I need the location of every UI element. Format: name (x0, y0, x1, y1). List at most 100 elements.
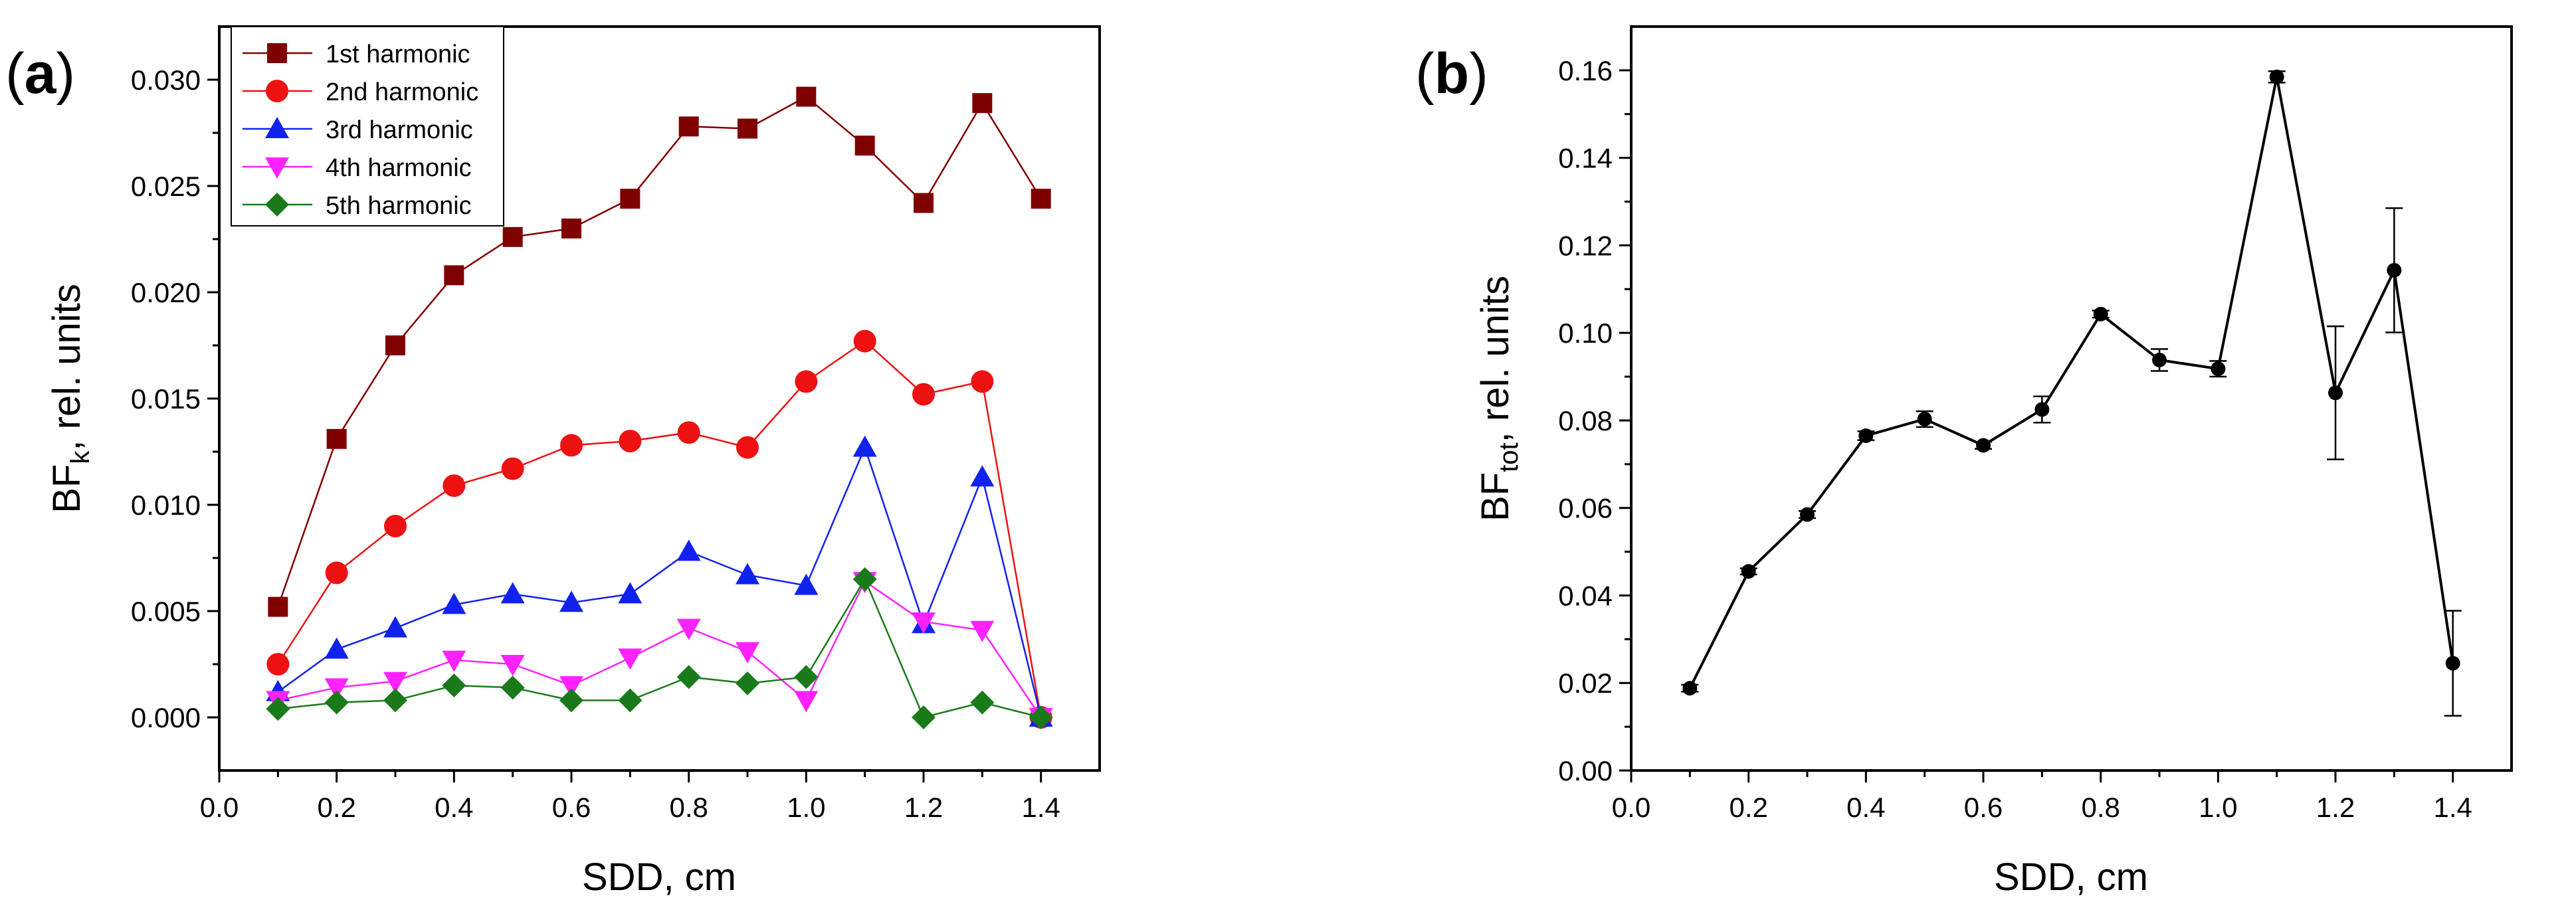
panel-b-y-tick-label: 0.14 (1558, 143, 1613, 174)
panel-b-x-tick-label: 0.6 (1964, 792, 2003, 823)
panel-a-series-5-point (442, 674, 466, 697)
panel-a-legend-label-5: 5th harmonic (326, 192, 472, 220)
panel-a-series-3-point (970, 465, 995, 487)
panel-b-label: (b) (1415, 42, 1488, 106)
panel-a-series-5-point (500, 676, 525, 700)
panel-a-x-tick-label: 1.2 (904, 792, 943, 823)
panel-a-series-1-point (678, 116, 699, 137)
panel-a-chart: (a) 0.0 0.2 0.4 0.6 0.8 1.0 1.2 1.4 0.000 0.005 0.… (5, 25, 1101, 899)
panel-a-series-5-point (618, 688, 643, 713)
panel-a-series-1-point (854, 136, 875, 156)
panel-a-series-1-point (972, 93, 993, 114)
panel-a-y-tick-label: 0.000 (131, 702, 201, 733)
panel-a-series-line-5 (278, 577, 1041, 719)
panel-a-series-1-point (914, 193, 934, 213)
panel-a-series-3-point (618, 582, 643, 604)
panel-a-series-line-3 (277, 445, 1042, 718)
panel-a-y-tick-label: 0.015 (131, 383, 201, 414)
panel-a-y-tick-label: 0.010 (131, 490, 201, 521)
panel-a-series-5-point (912, 705, 936, 729)
panel-a-series-4-point (324, 678, 349, 700)
panel-a-legend-marker-1 (267, 43, 287, 63)
panel-a-legend-label-4: 4th harmonic (326, 154, 472, 182)
panel-a-series-2-point (560, 434, 583, 457)
panel-a-series-2-point (619, 430, 642, 452)
panel-b-data-point (2152, 353, 2167, 368)
panel-a-series-4-point (912, 612, 936, 634)
panel-a-y-tick-label: 0.030 (131, 64, 201, 96)
panel-a-series-1-point (268, 596, 288, 617)
panel-a-series-4-point (736, 642, 759, 664)
panel-a-legend-marker-5 (265, 193, 289, 217)
panel-a-x-tick-label: 0.6 (552, 792, 591, 823)
panel-b-data-point (2211, 361, 2226, 377)
panel-b-data-point (1976, 438, 1991, 453)
panel-a-legend: 1st harmonic 2nd harmonic 3rd harmonic 4th … (231, 26, 504, 226)
panel-a-y-tick-label: 0.025 (131, 171, 201, 202)
panel-a-series-4-point (676, 618, 701, 640)
panel-a-x-axis-label: SDD, cm (582, 856, 736, 899)
panel-b-x-tick-label: 0.8 (2081, 792, 2120, 823)
panel-b-x-tick-label: 1.4 (2433, 792, 2472, 823)
panel-a-series-2-point (853, 329, 876, 353)
panel-a-series-4-point (383, 672, 407, 693)
panel-a-y-axis-label-sub: k (66, 450, 95, 464)
panel-b-y-tick-label: 0.06 (1558, 493, 1613, 524)
panel-a-legend-marker-2 (266, 80, 288, 102)
panel-b-y-tick-label: 0.08 (1558, 405, 1613, 436)
panel-a-y-tick-label: 0.020 (131, 277, 201, 308)
panel-a-series-4-point (442, 650, 466, 672)
panel-a-series-5-point (852, 567, 877, 591)
panel-a-series-5-point (383, 688, 407, 713)
panel-b-y-tick-label: 0.12 (1558, 230, 1613, 261)
panel-a-series-1-point (738, 118, 757, 139)
panel-a-x-tick-label: 0.2 (317, 792, 355, 823)
panel-b-plot-frame (1630, 25, 2513, 772)
panel-a-series-5-point (1029, 705, 1053, 729)
panel-a-series-3-point (794, 573, 819, 595)
panel-a-series-2-point (325, 561, 348, 585)
panel-b-y-tick-label: 0.02 (1558, 668, 1613, 699)
panel-a-series-2-point (266, 653, 290, 676)
panel-a-y-axis-label-rest: , rel. units (45, 284, 88, 450)
panel-a-series-3-point (559, 590, 583, 612)
panel-b-data-point (2093, 306, 2108, 321)
panel-a-series-3-point (383, 616, 407, 638)
panel-a-x-tick-label: 0.8 (669, 792, 708, 823)
panel-a-label-open-paren: ( (5, 42, 25, 106)
panel-b-x-tick-label: 0.2 (1729, 792, 1767, 823)
panel-a-series-2-point (384, 515, 407, 537)
panel-b-series-line (1688, 76, 2454, 689)
panel-a-series-2-point (443, 474, 466, 498)
panel-b-data-point (1858, 428, 1874, 443)
panel-b-label-close-paren: ) (1469, 42, 1488, 106)
panel-a-series-4-point (559, 676, 583, 697)
panel-a-x-tick-label: 0.4 (435, 792, 473, 823)
panel-a-series-5-point (794, 665, 819, 689)
panel-a-y-tick-label: 0.005 (131, 596, 201, 627)
panel-a-legend-label-1: 1st harmonic (326, 41, 470, 68)
panel-b-x-tick-label: 0.4 (1846, 792, 1885, 823)
panel-b-data-point (2387, 262, 2402, 278)
panel-a-x-tick-label: 1.4 (1021, 792, 1060, 823)
panel-b-y-axis-label: BFtot, rel. units (1474, 276, 1524, 521)
panel-a-series-2-point (795, 370, 818, 393)
panel-a-series-2-point (971, 370, 994, 393)
panel-a-series-5-point (970, 690, 995, 715)
panel-b-x-tick-label: 1.0 (2199, 792, 2237, 823)
panel-b-data-point (1917, 411, 1932, 426)
panel-b-y-axis-label-main: BF (1474, 472, 1517, 521)
panel-b-x-tick-label: 1.2 (2316, 792, 2355, 823)
panel-a-series-1-point (444, 265, 464, 286)
panel-a-series-4-point (970, 620, 995, 642)
panel-a-x-tick-label: 1.0 (787, 792, 825, 823)
panel-a-series-3-point (500, 582, 525, 604)
panel-a-series-1-point (1031, 189, 1051, 209)
panel-a-series-1-point (326, 428, 347, 449)
panel-a-series-2-point (677, 421, 700, 444)
panel-b-x-axis-label: SDD, cm (1994, 856, 2148, 899)
panel-a-series-4-point (618, 648, 643, 670)
panel-b-x-tick-label: 0.0 (1612, 792, 1650, 823)
panel-b-data-point (2269, 69, 2284, 84)
panel-a-series-2-point (501, 457, 524, 480)
